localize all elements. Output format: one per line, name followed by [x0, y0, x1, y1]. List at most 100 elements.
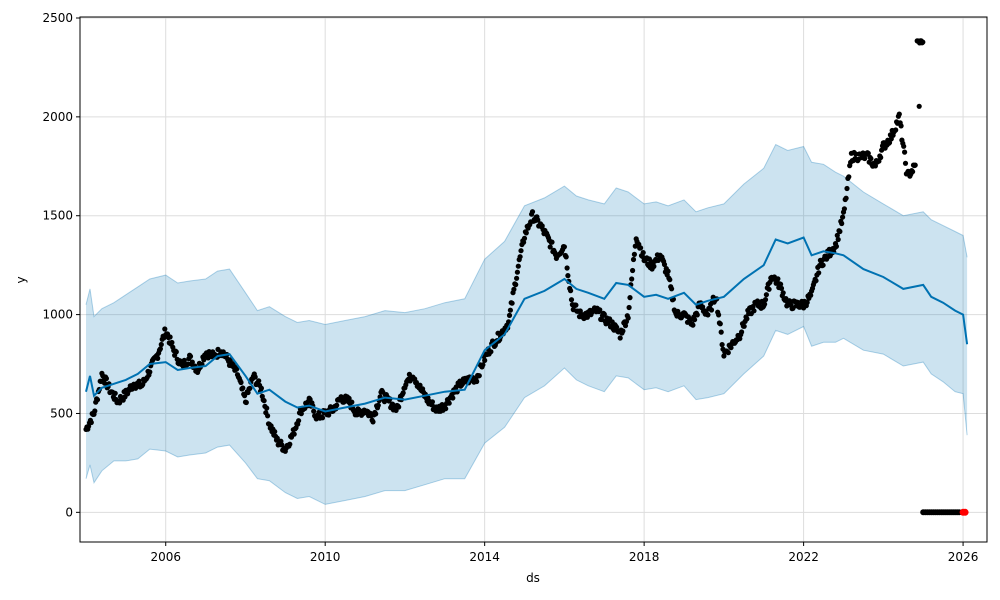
- observed-point: [480, 362, 486, 368]
- observed-point: [319, 415, 326, 421]
- observed-point: [298, 411, 304, 417]
- x-axis: 2006 2010 2014 2018 2022 2026: [150, 542, 978, 564]
- observed-point: [816, 270, 822, 276]
- observed-point: [334, 402, 340, 408]
- observed-point: [509, 300, 515, 306]
- y-tick-label: 2500: [42, 11, 73, 25]
- observed-point: [136, 378, 142, 384]
- observed-point: [844, 185, 850, 192]
- observed-point: [846, 174, 852, 180]
- plot-frame: [79, 16, 988, 543]
- observed-point: [514, 269, 521, 275]
- uncertainty-lower-line: [85, 325, 968, 505]
- observed-point: [88, 419, 94, 426]
- observed-point: [762, 301, 768, 307]
- observed-point: [708, 307, 715, 313]
- observed-point: [912, 162, 918, 168]
- y-axis: 0 500 1000 1500 2000 2500: [42, 11, 80, 519]
- y-tick-label: 2000: [42, 110, 73, 124]
- observed-point: [112, 390, 118, 396]
- observed-point: [326, 412, 332, 418]
- observed-point: [834, 232, 840, 238]
- observed-point: [721, 353, 727, 359]
- observed-point: [916, 103, 922, 109]
- observed-point: [549, 239, 555, 245]
- observed-point: [573, 302, 579, 308]
- observed-point: [617, 335, 623, 341]
- observed-point: [640, 250, 646, 256]
- observed-point: [620, 328, 626, 334]
- observed-point: [878, 154, 884, 161]
- observed-point: [201, 357, 207, 363]
- observed-point: [716, 312, 722, 318]
- observed-point: [256, 378, 262, 384]
- observed-point: [240, 385, 246, 391]
- observed-point: [547, 244, 553, 250]
- observed-point: [737, 336, 743, 342]
- observed-point: [511, 286, 517, 292]
- x-tick-label: 2014: [469, 550, 500, 564]
- observed-point: [181, 357, 187, 363]
- y-tick-label: 1500: [42, 209, 73, 223]
- observed-point: [741, 323, 747, 329]
- observed-point: [627, 295, 633, 301]
- observed-point: [584, 314, 591, 320]
- observed-point: [147, 369, 153, 375]
- uncertainty-upper-line: [85, 143, 968, 326]
- observed-point: [354, 412, 360, 418]
- observed-point: [381, 399, 388, 405]
- observed-point: [762, 297, 769, 303]
- observed-point: [902, 149, 908, 155]
- observed-point: [476, 373, 482, 379]
- observed-point: [725, 350, 731, 356]
- observed-point: [373, 411, 379, 417]
- observed-point: [375, 402, 381, 408]
- observed-point: [272, 429, 278, 435]
- observed-point: [739, 329, 745, 335]
- observed-point: [625, 315, 631, 321]
- observed-point: [862, 155, 868, 162]
- observed-point: [820, 262, 826, 268]
- observed-point: [242, 393, 248, 399]
- observed-point: [597, 307, 603, 313]
- observed-point: [778, 285, 785, 291]
- observed-point: [568, 288, 574, 294]
- observed-point: [474, 378, 480, 385]
- observed-point: [189, 359, 195, 365]
- observed-point: [507, 307, 513, 313]
- observed-point: [910, 169, 916, 175]
- observed-point: [517, 254, 523, 260]
- observed-point: [296, 418, 302, 424]
- observed-point: [291, 431, 297, 437]
- observed-point: [813, 278, 819, 284]
- uncertainty-band: [86, 144, 968, 505]
- observed-point: [252, 374, 258, 380]
- observed-point: [258, 385, 264, 391]
- y-axis-label: y: [14, 276, 28, 283]
- observed-point: [661, 261, 668, 268]
- forecast-line: [85, 236, 969, 413]
- observed-point: [901, 143, 907, 149]
- observed-point: [630, 267, 636, 274]
- zero-points: [920, 509, 963, 516]
- observed-point: [718, 329, 724, 335]
- observed-point: [780, 290, 786, 296]
- observed-point: [717, 321, 723, 327]
- observed-point: [247, 385, 253, 391]
- observed-point: [521, 235, 528, 241]
- highlight-point: [961, 508, 969, 516]
- observed-points: [83, 38, 926, 454]
- observed-point: [529, 209, 536, 215]
- observed-point: [287, 441, 293, 447]
- observed-point: [568, 297, 575, 303]
- observed-point: [751, 308, 757, 314]
- observed-point: [243, 399, 249, 406]
- observed-point: [868, 156, 874, 162]
- observed-point: [843, 195, 849, 201]
- observed-point: [835, 236, 841, 243]
- observed-point: [775, 276, 781, 282]
- observed-point: [667, 277, 673, 283]
- observed-point: [346, 395, 352, 401]
- y-tick-label: 0: [65, 505, 73, 519]
